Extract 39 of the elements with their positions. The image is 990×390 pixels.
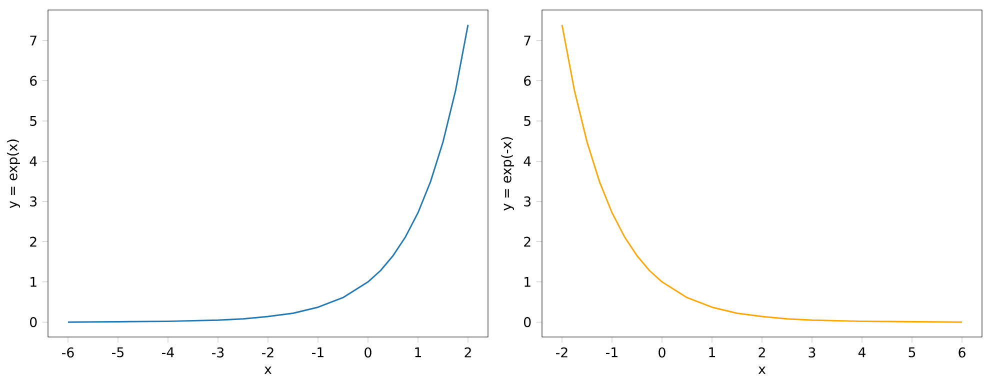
y-tick-label: 6 xyxy=(524,76,531,86)
y-tick-label: 5 xyxy=(524,116,530,126)
y-tick-label: 1 xyxy=(524,277,530,287)
x-tick-label: -3 xyxy=(212,347,224,358)
x-tick-label: 3 xyxy=(808,347,816,358)
y-tick-label: 7 xyxy=(30,36,36,46)
y-tick-label: 2 xyxy=(30,236,36,247)
y-tick-label: 2 xyxy=(524,236,530,247)
y-tick-label: 4 xyxy=(30,156,37,166)
y-tick-label: 6 xyxy=(30,76,37,86)
x-tick-label: -2 xyxy=(262,347,274,358)
x-tick-label: 1 xyxy=(415,347,422,358)
y-tick-label: 0 xyxy=(30,317,37,328)
x-tick-label: 2 xyxy=(464,347,471,358)
y-axis-title: y = exp(x) xyxy=(7,140,20,208)
x-tick-label: -4 xyxy=(162,347,174,358)
y-tick-label: 4 xyxy=(524,156,531,166)
x-tick-label: 4 xyxy=(858,347,866,358)
x-tick-label: -1 xyxy=(606,347,618,358)
y-tick-label: 3 xyxy=(30,196,37,206)
y-tick-label: 3 xyxy=(524,196,531,206)
y-tick-label: 7 xyxy=(524,36,530,46)
y-axis-title: y = exp(-x) xyxy=(501,137,514,211)
x-tick-label: -1 xyxy=(312,347,324,358)
x-tick-label: -6 xyxy=(62,347,74,358)
x-tick-label: -5 xyxy=(112,347,124,358)
x-tick-label: 5 xyxy=(908,347,916,358)
x-tick-label: 0 xyxy=(364,347,372,358)
x-tick-label: 6 xyxy=(958,347,966,358)
x-tick-label: 1 xyxy=(709,347,716,358)
line-series xyxy=(67,24,469,323)
x-tick-label: 2 xyxy=(758,347,765,358)
y-tick-label: 5 xyxy=(30,116,36,126)
x-tick-label: 0 xyxy=(658,347,666,358)
x-axis-title: x xyxy=(264,366,272,374)
x-axis-title: x xyxy=(758,366,766,374)
x-tick-label: -2 xyxy=(556,347,568,358)
y-tick-label: 0 xyxy=(524,317,531,328)
y-tick-label: 1 xyxy=(30,277,36,287)
